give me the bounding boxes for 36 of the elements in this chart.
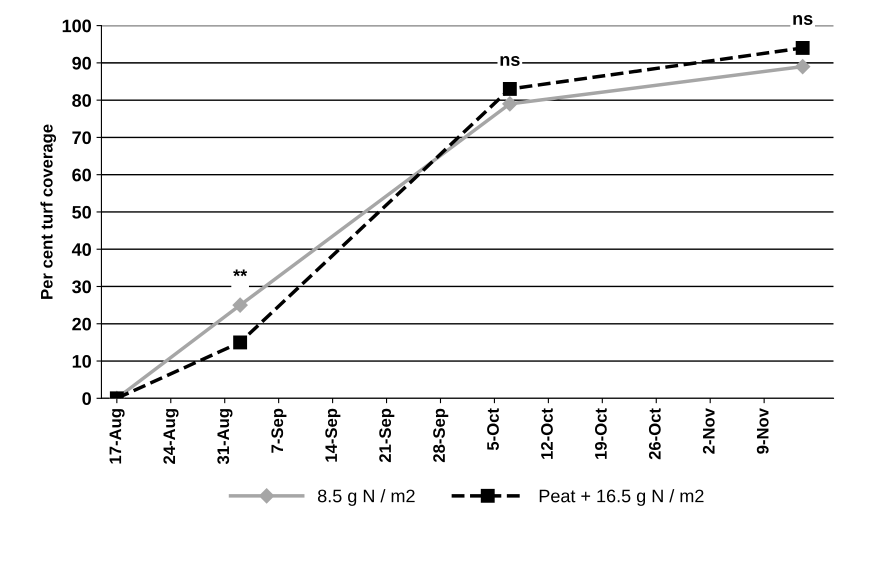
y-tick-label: 30 — [72, 280, 91, 294]
x-tick-label: 19-Oct — [594, 408, 607, 459]
point — [796, 41, 810, 55]
point — [233, 335, 248, 350]
x-tick-label: 31-Aug — [217, 409, 232, 464]
annotation: ns — [500, 56, 520, 66]
y-tick-label: 60 — [72, 168, 91, 182]
x-tick-label: 28-Sep — [433, 408, 448, 462]
x-tick-label: 14-Sep — [325, 408, 340, 462]
y-axis-title: Per cent turf coverage — [40, 124, 56, 299]
y-tick-label: 90 — [72, 56, 91, 70]
y-tick-label: 50 — [72, 206, 91, 219]
x-tick-label: 2-Nov — [702, 408, 715, 454]
y-tick-label: 10 — [72, 354, 91, 368]
point — [795, 59, 810, 74]
y-tick-label: 0 — [82, 392, 91, 406]
y-tick-label: 40 — [72, 243, 91, 256]
x-tick-label: 5-Oct — [487, 408, 499, 450]
y-tick-label: 70 — [72, 131, 91, 144]
x-tick-label: 21-Sep — [379, 408, 394, 462]
x-tick-label: 26-Oct — [648, 408, 661, 460]
y-tick-label: 20 — [72, 318, 91, 330]
x-tick-label: 9-Nov — [756, 408, 769, 454]
legend-label: Peat + 16.5 g N / m2 — [540, 489, 704, 506]
x-tick-label: 17-Aug — [110, 409, 125, 464]
point — [502, 82, 517, 96]
y-tick-label: 80 — [72, 94, 91, 107]
x-tick-label: 7-Sep — [271, 408, 286, 453]
annotation: ns — [793, 15, 812, 25]
y-tick-label: 100 — [62, 20, 91, 32]
annotation: ** — [233, 270, 248, 276]
x-tick-label: 12-Oct — [541, 408, 553, 459]
point — [232, 298, 248, 313]
point — [502, 96, 518, 112]
x-tick-label: 24-Aug — [163, 409, 179, 464]
legend-label: 8.5 g N / m2 — [318, 489, 415, 506]
